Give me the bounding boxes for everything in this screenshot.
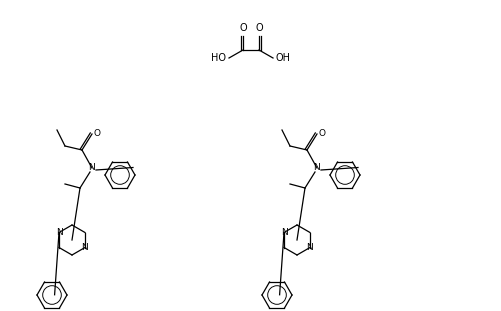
Text: N: N — [82, 243, 88, 252]
Text: OH: OH — [276, 53, 291, 63]
Text: HO: HO — [211, 53, 226, 63]
Text: O: O — [94, 128, 101, 137]
Text: N: N — [89, 164, 95, 173]
Text: O: O — [239, 23, 247, 33]
Text: N: N — [307, 243, 313, 252]
Text: N: N — [281, 228, 288, 237]
Text: O: O — [255, 23, 263, 33]
Text: N: N — [314, 164, 320, 173]
Text: N: N — [56, 228, 63, 237]
Text: O: O — [319, 128, 326, 137]
